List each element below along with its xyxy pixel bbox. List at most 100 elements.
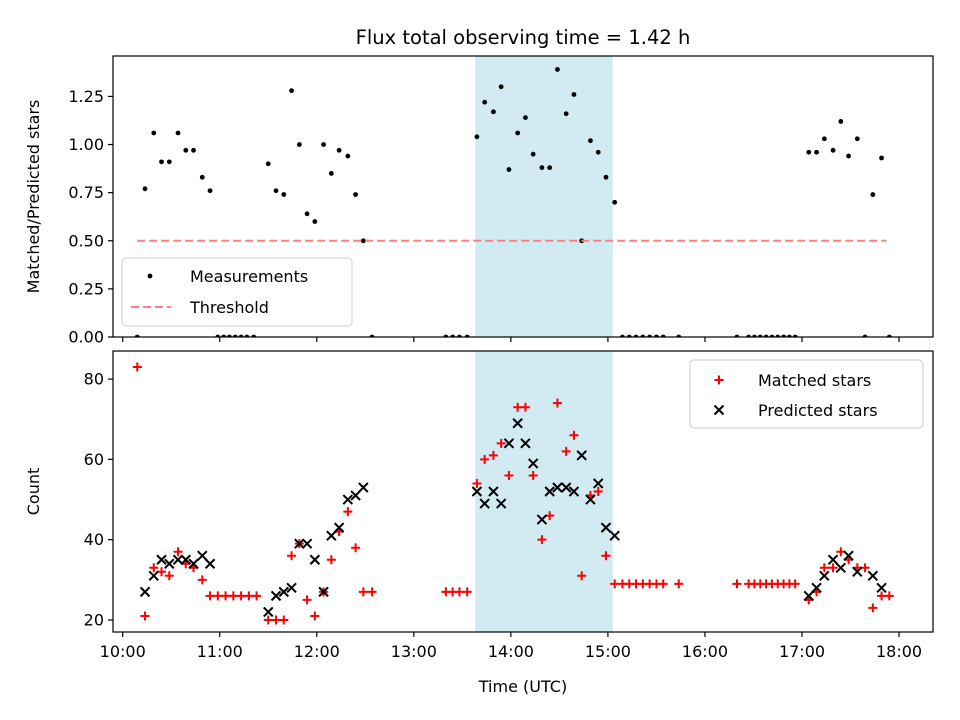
panel-1-measurements-point-6 bbox=[183, 147, 189, 153]
panel-1-measurements-point-4 bbox=[166, 159, 172, 165]
panel-2-matched-stars-point-13 bbox=[236, 591, 246, 601]
panel-1-ytick-label-4: 1.00 bbox=[68, 135, 104, 154]
panel-1-ytick-label-3: 0.75 bbox=[68, 183, 104, 202]
panel-2-predicted-stars-point-30 bbox=[536, 514, 548, 525]
panel-1-measurements-point-38 bbox=[498, 84, 504, 90]
panel-2-legend-predicted-marker bbox=[713, 404, 725, 416]
panel-2-predicted-stars-point-25 bbox=[495, 498, 507, 509]
panel-2-predicted-stars-point-34 bbox=[568, 486, 580, 497]
panel-2-matched-stars-point-35 bbox=[480, 454, 490, 464]
panel-1-measurements-point-19 bbox=[281, 192, 287, 197]
panel-2-predicted-stars-point-39 bbox=[609, 530, 620, 541]
panel-1-measurements-point-45 bbox=[555, 67, 560, 72]
panel-1-measurements-point-37 bbox=[491, 109, 496, 115]
panel-2-xtick-label-2: 12:00 bbox=[294, 642, 340, 661]
panel-2-xlabel: Time (UTC) bbox=[478, 677, 567, 696]
panel-2-matched-stars-point-45 bbox=[561, 446, 571, 456]
panel-1-measurements-point-35 bbox=[474, 134, 480, 140]
panel-2-predicted-stars-point-33 bbox=[560, 482, 572, 493]
panel-2-matched-stars-point-44 bbox=[552, 398, 562, 408]
panel-2-ytick-label-2: 60 bbox=[84, 450, 104, 469]
panel-2-ytick-label-3: 80 bbox=[84, 370, 104, 389]
panel-2-predicted-stars-point-44 bbox=[835, 562, 847, 573]
panel-1-measurements-point-44 bbox=[547, 165, 553, 171]
panel-2-predicted-stars-point-17 bbox=[326, 530, 337, 541]
panel-2-matched-stars-point-2 bbox=[149, 563, 159, 573]
panel-2-predicted-stars-point-11 bbox=[278, 586, 290, 598]
panel-2-predicted-stars-point-37 bbox=[592, 478, 604, 489]
panel-1-measurements-point-50 bbox=[595, 149, 601, 155]
panel-2-predicted-stars-point-16 bbox=[318, 586, 329, 598]
panel-2-predicted-stars-point-15 bbox=[309, 554, 321, 565]
panel-1-measurements-point-79 bbox=[870, 192, 876, 197]
panel-2-predicted-stars-point-27 bbox=[512, 418, 523, 429]
panel-1-measurements-point-24 bbox=[321, 142, 326, 147]
panel-1-measurements-point-47 bbox=[571, 92, 577, 97]
panel-2-predicted-stars-point-22 bbox=[471, 486, 483, 497]
panel-2-xtick-label-5: 15:00 bbox=[585, 642, 631, 661]
panel-2-matched-stars-point-59 bbox=[674, 579, 684, 589]
panel-2-matched-stars-point-21 bbox=[302, 595, 312, 605]
panel-2-matched-stars-point-36 bbox=[488, 450, 498, 460]
panel-2-predicted-stars-point-10 bbox=[270, 590, 282, 602]
panel-2-matched-stars-point-18 bbox=[279, 615, 289, 625]
panel-1-measurements-point-3 bbox=[159, 159, 164, 165]
panel-2-matched-stars-point-28 bbox=[358, 587, 368, 597]
panel-1-legend-threshold-label: Threshold bbox=[189, 298, 269, 317]
panel-2-matched-stars-point-1 bbox=[140, 611, 150, 621]
panel-2-matched-stars-point-0 bbox=[132, 362, 142, 372]
panel-1-measurements-point-75 bbox=[838, 119, 844, 124]
panel-2-matched-stars-point-40 bbox=[520, 402, 530, 412]
panel-1-measurements-point-41 bbox=[523, 115, 528, 120]
panel-2-xtick-label-8: 18:00 bbox=[876, 642, 922, 661]
panel-2-xtick-label-6: 16:00 bbox=[682, 642, 728, 661]
panel-2-xtick-label-7: 17:00 bbox=[779, 642, 825, 661]
panel-2-matched-stars-point-19 bbox=[287, 551, 297, 561]
panel-2-predicted-stars-point-26 bbox=[503, 438, 515, 449]
panel-2-matched-stars-point-73 bbox=[828, 563, 838, 573]
panel-2-predicted-stars-point-13 bbox=[294, 538, 305, 549]
panel-2-predicted-stars-point-46 bbox=[852, 566, 863, 577]
panel-2-matched-stars-point-26 bbox=[343, 507, 353, 517]
panel-2-predicted-stars-point-2 bbox=[156, 554, 167, 565]
panel-2-legend-matched-label: Matched stars bbox=[758, 371, 871, 390]
panel-2-predicted-stars-point-8 bbox=[204, 558, 216, 569]
panel-2-matched-stars-point-38 bbox=[504, 470, 514, 480]
panel-2-matched-stars-point-22 bbox=[310, 611, 320, 621]
panel-1-measurements-point-52 bbox=[612, 199, 618, 205]
panel-2-xtick-label-3: 13:00 bbox=[391, 642, 437, 661]
panel-2-matched-stars-point-17 bbox=[271, 615, 281, 625]
panel-2-matched-stars-point-50 bbox=[601, 551, 611, 561]
panel-2-predicted-stars-point-29 bbox=[527, 458, 539, 469]
panel-2-legend-box bbox=[689, 359, 924, 429]
panel-2-matched-stars-point-33 bbox=[462, 587, 472, 597]
panel-1-measurements-point-46 bbox=[563, 111, 569, 117]
panel-2-data bbox=[132, 362, 894, 625]
panel-1-measurements-point-43 bbox=[539, 165, 545, 171]
panel-2-predicted-stars-point-9 bbox=[263, 606, 274, 618]
panel-1-measurements-point-73 bbox=[821, 136, 827, 142]
panel-2-matched-stars-point-79 bbox=[877, 591, 887, 601]
panel-2-matched-stars-point-60 bbox=[732, 579, 742, 589]
panel-2-matched-stars-point-4 bbox=[164, 571, 174, 581]
panel-1-ytick-label-1: 0.25 bbox=[68, 279, 104, 298]
panel-1-measurements-point-77 bbox=[854, 136, 860, 142]
panel-2-shaded-region bbox=[475, 351, 613, 632]
panel-2-matched-stars-point-78 bbox=[868, 603, 878, 613]
panel-2-predicted-stars-point-0 bbox=[139, 586, 151, 598]
panel-2-xtick-label-0: 10:00 bbox=[100, 642, 146, 661]
panel-1-measurements-point-21 bbox=[296, 142, 302, 147]
panel-1-measurements-point-28 bbox=[353, 192, 359, 197]
panel-2-matched-stars-point-5 bbox=[173, 547, 183, 557]
panel-2-predicted-stars-point-7 bbox=[197, 550, 208, 561]
panel-2-matched-stars-point-47 bbox=[577, 571, 587, 581]
panel-1-measurements-point-49 bbox=[588, 138, 593, 144]
panel-1-measurements-point-2 bbox=[151, 130, 157, 136]
panel-2-predicted-stars-point-45 bbox=[843, 550, 854, 561]
panel-2-matched-stars-point-12 bbox=[228, 591, 238, 601]
panel-1-ytick-label-2: 0.50 bbox=[68, 231, 104, 250]
panel-1-measurements-point-29 bbox=[360, 238, 366, 244]
panel-2-matched-stars-point-15 bbox=[252, 591, 262, 601]
panel-1-measurements-point-51 bbox=[603, 174, 609, 180]
